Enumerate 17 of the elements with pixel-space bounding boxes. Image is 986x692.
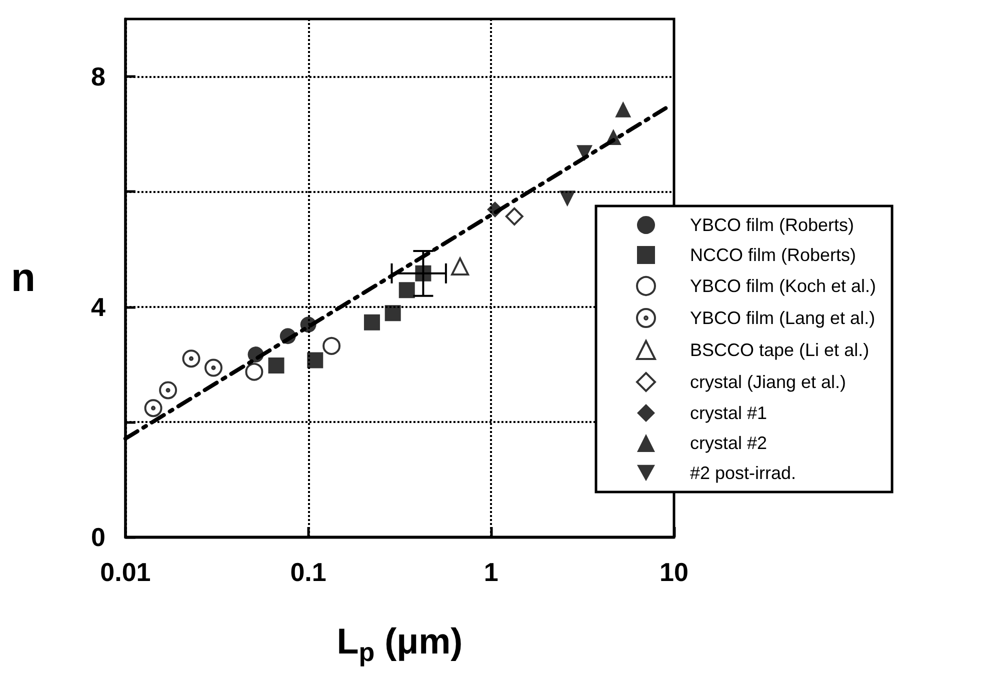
y-axis-title: n: [10, 256, 36, 300]
x-tick-label: 1: [484, 557, 498, 587]
legend-label: NCCO film (Roberts): [690, 245, 856, 265]
legend-label: crystal #2: [690, 433, 768, 453]
legend-label: YBCO film (Lang et al.): [690, 308, 876, 328]
legend-label: crystal #1: [690, 403, 768, 423]
legend-label: YBCO film (Koch et al.): [690, 276, 876, 296]
y-tick-label: 0: [90, 522, 106, 552]
y-tick-label: 4: [90, 292, 106, 322]
legend-label: #2 post-irrad.: [690, 463, 796, 483]
legend-label: YBCO film (Roberts): [690, 215, 854, 235]
legend-label: BSCCO tape (Li et al.): [690, 340, 870, 360]
x-tick-label: 0.1: [290, 557, 326, 587]
legend-label: crystal (Jiang et al.): [690, 372, 846, 392]
x-tick-label: 0.01: [100, 557, 151, 587]
x-tick-label: 10: [660, 557, 688, 587]
y-tick-label: 8: [90, 62, 106, 92]
